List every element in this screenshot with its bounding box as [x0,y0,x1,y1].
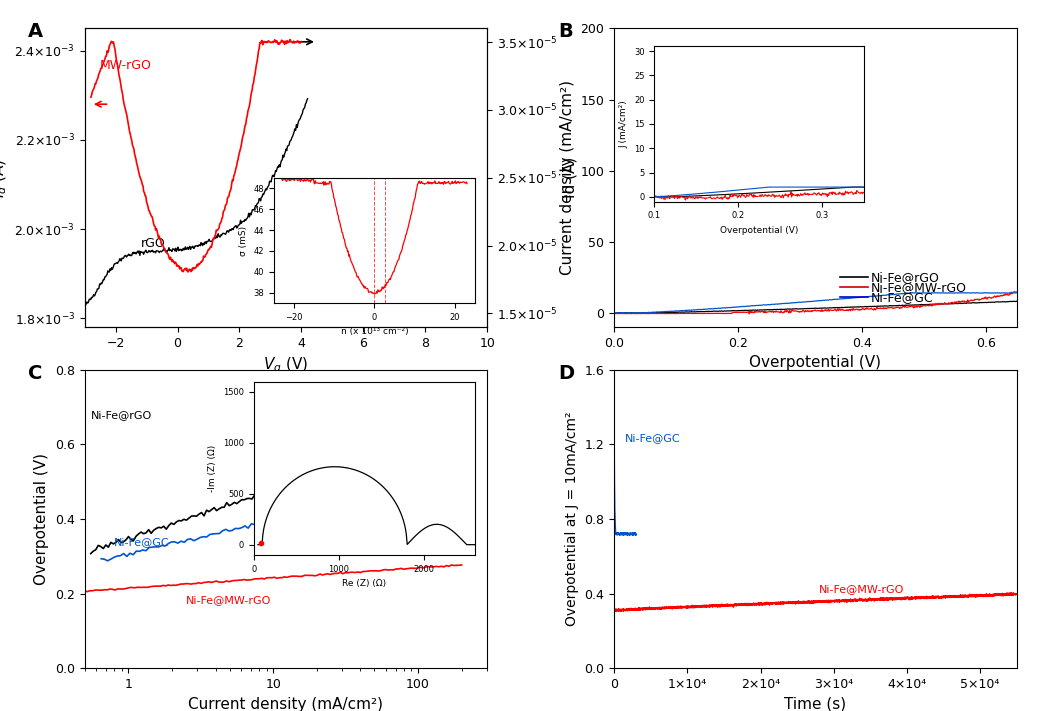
Text: Ni-Fe@MW-rGO: Ni-Fe@MW-rGO [872,281,967,294]
Text: D: D [558,364,574,383]
Y-axis label: Overpotential (V): Overpotential (V) [35,453,50,585]
Text: Ni-Fe@MW-rGO: Ni-Fe@MW-rGO [819,584,904,594]
Text: Ni-Fe@rGO: Ni-Fe@rGO [872,271,940,284]
Y-axis label: Current density (mA/cm²): Current density (mA/cm²) [560,80,575,275]
Text: Ni-Fe@GC: Ni-Fe@GC [114,537,169,547]
Y-axis label: Id (A): Id (A) [563,157,578,198]
Text: rGO: rGO [141,237,165,250]
Text: B: B [558,23,573,41]
X-axis label: Current density (mA/cm²): Current density (mA/cm²) [189,697,383,711]
X-axis label: $V_g$ (V): $V_g$ (V) [264,356,308,376]
Text: A: A [29,23,43,41]
Y-axis label: Overpotential at J = 10mA/cm²: Overpotential at J = 10mA/cm² [564,412,579,626]
Text: Ni-Fe@MW-rGO: Ni-Fe@MW-rGO [186,595,271,605]
Text: MW-rGO: MW-rGO [101,58,152,72]
Text: Ni-Fe@GC: Ni-Fe@GC [625,432,681,443]
Text: C: C [29,364,42,383]
Text: Ni-Fe@rGO: Ni-Fe@rGO [91,410,151,420]
Y-axis label: $I_d$ (A): $I_d$ (A) [0,158,8,198]
Text: Ni-Fe@GC: Ni-Fe@GC [872,291,934,304]
X-axis label: Time (s): Time (s) [785,697,846,711]
X-axis label: Overpotential (V): Overpotential (V) [750,356,881,370]
